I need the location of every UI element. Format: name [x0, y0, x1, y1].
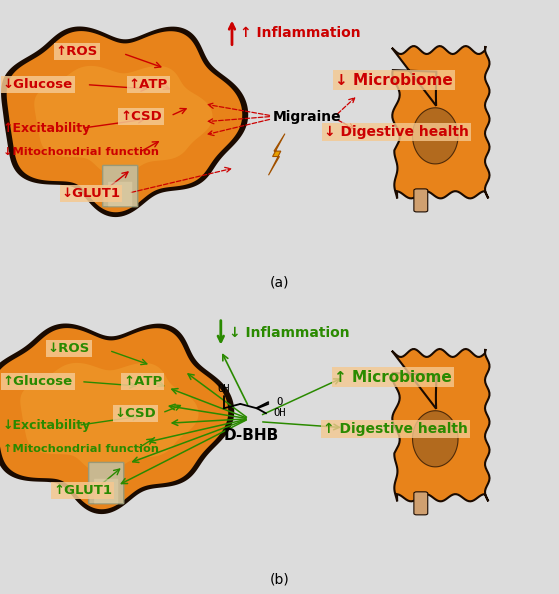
Text: Migraine: Migraine [273, 110, 342, 124]
Text: OH: OH [273, 409, 286, 418]
FancyBboxPatch shape [89, 462, 124, 504]
FancyBboxPatch shape [94, 479, 119, 504]
Text: OH: OH [217, 384, 230, 394]
Text: ↑Glucose: ↑Glucose [3, 375, 73, 388]
Polygon shape [413, 108, 458, 164]
FancyBboxPatch shape [108, 182, 132, 207]
Polygon shape [1, 27, 248, 217]
Text: ↑ROS: ↑ROS [56, 46, 98, 58]
Text: ↑ATP: ↑ATP [129, 78, 168, 91]
Polygon shape [0, 324, 234, 514]
Text: ↓ Inflammation: ↓ Inflammation [229, 326, 350, 340]
Text: ↓Excitability: ↓Excitability [3, 419, 91, 432]
Text: ↑Mitochondrial function: ↑Mitochondrial function [3, 444, 159, 454]
Polygon shape [392, 46, 490, 198]
Polygon shape [413, 410, 458, 467]
Text: ↑ Microbiome: ↑ Microbiome [334, 369, 452, 385]
FancyBboxPatch shape [103, 165, 138, 207]
Text: ↓ Microbiome: ↓ Microbiome [335, 72, 453, 88]
Text: ↑ Inflammation: ↑ Inflammation [240, 26, 361, 40]
Text: ↑GLUT1: ↑GLUT1 [53, 484, 112, 497]
Text: ↑ Digestive health: ↑ Digestive health [323, 422, 468, 436]
Text: D-BHB: D-BHB [224, 428, 279, 443]
Text: ↓CSD: ↓CSD [115, 407, 157, 420]
Text: O: O [277, 397, 283, 407]
Text: ↓GLUT1: ↓GLUT1 [61, 187, 121, 200]
Polygon shape [6, 30, 243, 213]
Text: ↓ Digestive health: ↓ Digestive health [324, 125, 469, 139]
FancyBboxPatch shape [414, 492, 428, 515]
FancyBboxPatch shape [414, 189, 428, 212]
Polygon shape [0, 327, 229, 510]
Text: (a): (a) [270, 276, 289, 290]
Text: ↑CSD: ↑CSD [120, 110, 162, 123]
Text: (b): (b) [269, 573, 290, 587]
Polygon shape [268, 134, 285, 175]
Text: ↓ROS: ↓ROS [48, 343, 90, 355]
Polygon shape [34, 66, 212, 176]
Text: ↓Glucose: ↓Glucose [3, 78, 73, 91]
Text: ↑Excitability: ↑Excitability [3, 122, 91, 135]
Text: ↑ATP: ↑ATP [123, 375, 162, 388]
Polygon shape [20, 363, 198, 473]
Text: ↓Mitochondrial function: ↓Mitochondrial function [3, 147, 159, 157]
Polygon shape [392, 349, 490, 501]
